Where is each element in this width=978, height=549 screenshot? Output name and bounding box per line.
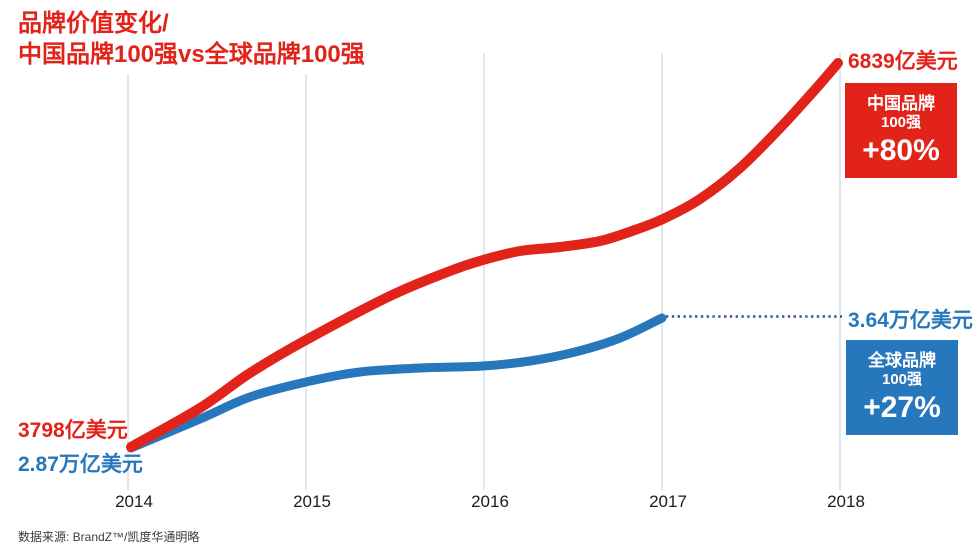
data-source-note: 数据来源: BrandZ™/凯度华通明略 <box>18 530 200 544</box>
global-badge-sub: 100强 <box>881 370 923 388</box>
chart-title: 品牌价值变化/ 中国品牌100强vs全球品牌100强 <box>18 6 377 74</box>
global-top100-badge: 全球品牌 100强 +27% <box>846 340 958 435</box>
china-badge-sub: 100强 <box>880 113 922 131</box>
china-start-value-label: 3798亿美元 <box>18 419 128 442</box>
china-top100-badge: 中国品牌 100强 +80% <box>845 83 957 178</box>
chart-title-line1: 品牌价值变化/ <box>18 10 169 37</box>
china-top100-line <box>126 58 843 452</box>
global-badge-name: 全球品牌 <box>868 350 936 370</box>
gridlines <box>127 53 841 490</box>
chart-title-line2: 中国品牌100强vs全球品牌100强 <box>18 41 365 68</box>
x-tick-2017: 2017 <box>649 492 687 511</box>
china-end-value-label: 6839亿美元 <box>848 50 958 73</box>
global-start-value-label: 2.87万亿美元 <box>18 453 143 476</box>
global-end-value-label: 3.64万亿美元 <box>848 309 973 332</box>
china-badge-name: 中国品牌 <box>867 93 935 113</box>
x-tick-2016: 2016 <box>471 492 509 511</box>
x-tick-2018: 2018 <box>827 492 865 511</box>
x-tick-2014: 2014 <box>115 492 153 511</box>
china-badge-percent: +80% <box>862 133 940 167</box>
global-badge-percent: +27% <box>863 390 941 424</box>
x-tick-2015: 2015 <box>293 492 331 511</box>
global-top100-line <box>126 313 667 453</box>
